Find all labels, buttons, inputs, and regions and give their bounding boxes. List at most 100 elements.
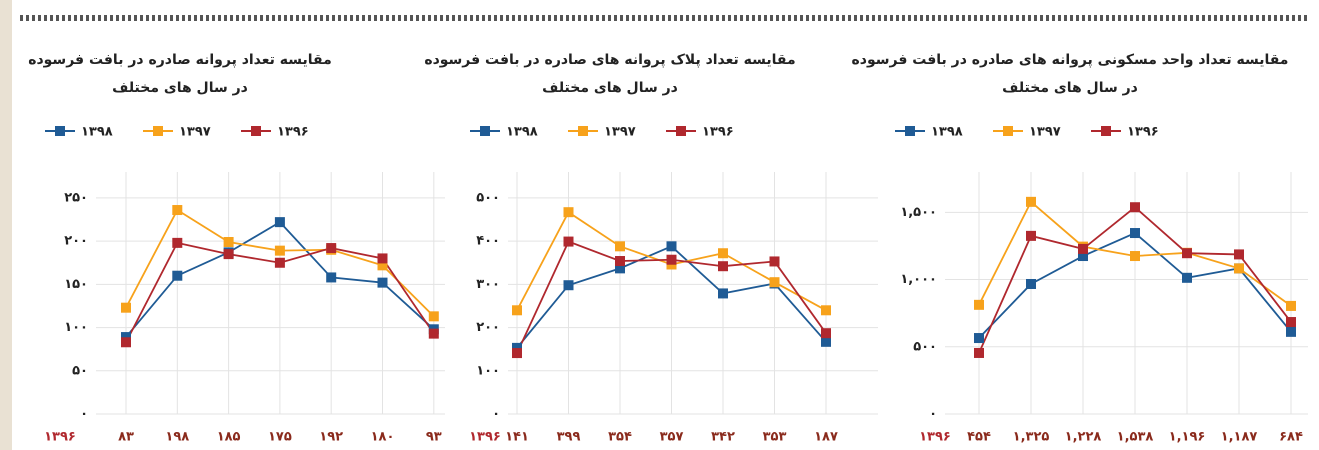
point-marker [377,277,388,288]
legend-marker [676,126,686,136]
chart-subtitle: در سال های مختلف [112,80,248,96]
y-tick-label: ۱۰۰ [64,320,88,335]
y-tick-label: ۱۵۰ [64,277,88,292]
point-marker [223,249,234,260]
table-value: ۱۸۷ [814,430,838,445]
y-tick-label: ۵۰۰ [913,339,937,354]
point-marker [274,257,285,268]
y-tick-label: ۰ [929,407,937,422]
point-marker [377,260,388,271]
legend-label: ۱۳۹۸ [81,125,113,140]
point-marker [718,261,728,272]
point-marker [718,288,728,299]
chart-title: مقایسه تعداد واحد مسکونی پروانه های صادر… [852,52,1289,68]
point-marker [428,328,439,339]
legend-marker [1003,126,1013,136]
point-marker [974,333,984,344]
y-tick-label: ۱,۵۰۰ [900,205,937,220]
y-tick-label: ۳۰۰ [476,277,500,292]
point-marker [1130,251,1140,262]
table-value: ۴۵۴ [967,430,991,445]
table-value: ۸۳ [118,430,134,445]
point-marker [1130,202,1140,213]
y-tick-label: ۱۰۰ [476,363,500,378]
chart-subtitle: در سال های مختلف [542,80,678,96]
point-marker [121,337,131,348]
point-marker [563,207,574,218]
point-marker [821,328,831,339]
point-marker [1182,272,1192,283]
chart-title: مقایسه تعداد پروانه صادره در بافت فرسوده [28,52,332,68]
point-marker [172,270,183,281]
legend-marker [1101,126,1111,136]
point-marker [1286,317,1296,328]
table-value: ۳۵۷ [660,430,684,445]
legend-marker [480,126,490,136]
legend-marker [55,126,65,136]
y-tick-label: ۲۰۰ [64,234,88,249]
legend-label: ۱۳۹۷ [179,125,211,140]
table-value: ۱۹۸ [165,430,189,445]
point-marker [1026,278,1036,289]
legend-marker [251,126,261,136]
point-marker [428,311,439,322]
table-value: ۹۳ [426,430,442,445]
legend-label: ۱۳۹۶ [702,125,734,140]
table-value: ۳۹۹ [557,430,581,445]
left-strip [0,0,12,450]
legend-label: ۱۳۹۸ [931,125,963,140]
legend-label: ۱۳۹۷ [604,125,636,140]
point-marker [377,253,388,264]
point-marker [1234,249,1244,260]
point-marker [1026,196,1036,207]
legend-marker [578,126,588,136]
table-row-label: ۱۳۹۶ [919,430,951,445]
y-tick-label: ۲۰۰ [476,320,500,335]
table-value: ۱۸۵ [217,430,241,445]
point-marker [326,272,337,283]
point-marker [563,236,574,247]
point-marker [718,248,728,259]
y-tick-label: ۱,۰۰۰ [900,272,937,287]
point-marker [1130,228,1140,239]
point-marker [512,305,522,316]
table-value: ۱,۱۹۶ [1169,430,1206,445]
point-marker [1286,300,1296,311]
point-marker [1078,251,1088,262]
point-marker [326,243,337,254]
point-marker [223,237,234,248]
point-marker [512,342,522,353]
y-tick-label: ۲۵۰ [64,190,88,205]
table-value: ۱۸۰ [371,430,395,445]
point-marker [172,237,183,248]
table-value: ۶۸۴ [1279,430,1303,445]
point-marker [821,336,831,347]
table-row-label: ۱۳۹۶ [469,430,501,445]
point-marker [974,347,984,358]
legend-label: ۱۳۹۸ [506,125,538,140]
table-value: ۱۹۲ [319,430,343,445]
chart-subtitle: در سال های مختلف [1002,80,1138,96]
table-value: ۱۴۱ [505,430,529,445]
point-marker [274,217,285,228]
legend-label: ۱۳۹۶ [277,125,309,140]
y-tick-label: ۵۰۰ [476,190,500,205]
point-marker [1182,248,1192,259]
table-value: ۳۵۴ [608,430,632,445]
point-marker [615,263,625,274]
point-marker [615,256,625,267]
y-tick-label: ۰ [80,407,88,422]
y-tick-label: ۴۰۰ [476,234,500,249]
table-value: ۱,۲۲۸ [1065,430,1102,445]
legend-label: ۱۳۹۷ [1029,125,1061,140]
point-marker [1078,243,1088,254]
point-marker [821,305,831,316]
point-marker [974,299,984,310]
table-value: ۳۵۳ [763,430,787,445]
point-marker [666,241,677,252]
point-marker [1286,326,1296,337]
point-marker [1026,230,1036,241]
y-tick-label: ۰ [492,407,500,422]
